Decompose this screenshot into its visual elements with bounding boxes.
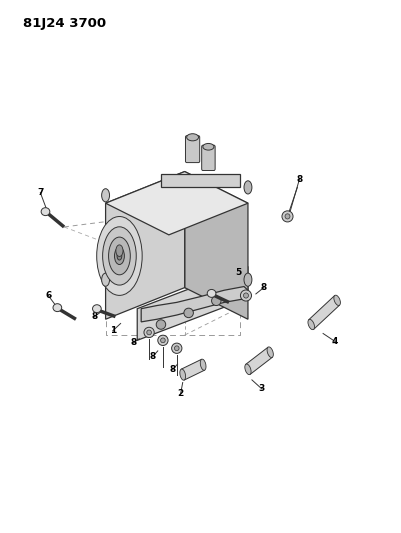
Ellipse shape: [308, 319, 314, 330]
Polygon shape: [246, 347, 272, 374]
Polygon shape: [309, 296, 340, 329]
Text: 6: 6: [45, 291, 51, 300]
Polygon shape: [161, 174, 240, 188]
Text: 8: 8: [150, 352, 156, 361]
Ellipse shape: [116, 245, 123, 256]
Text: 5: 5: [235, 268, 241, 277]
Ellipse shape: [243, 293, 249, 298]
Ellipse shape: [244, 181, 252, 194]
Ellipse shape: [93, 305, 101, 313]
Ellipse shape: [282, 211, 293, 222]
Ellipse shape: [174, 346, 179, 351]
Text: 2: 2: [178, 389, 184, 398]
Ellipse shape: [97, 216, 142, 295]
Ellipse shape: [144, 327, 154, 337]
Text: 4: 4: [332, 337, 338, 346]
FancyBboxPatch shape: [202, 145, 215, 171]
Text: 1: 1: [109, 326, 116, 335]
Ellipse shape: [184, 308, 193, 318]
Ellipse shape: [241, 290, 251, 301]
Polygon shape: [137, 266, 248, 341]
Polygon shape: [181, 359, 205, 380]
Ellipse shape: [200, 359, 206, 370]
Ellipse shape: [147, 330, 152, 335]
Ellipse shape: [161, 338, 165, 343]
Ellipse shape: [186, 134, 198, 141]
Ellipse shape: [180, 369, 186, 380]
Ellipse shape: [212, 296, 221, 305]
Ellipse shape: [115, 247, 124, 264]
Ellipse shape: [172, 343, 182, 353]
Text: 8: 8: [130, 338, 136, 348]
Ellipse shape: [244, 273, 252, 286]
Text: 8: 8: [91, 312, 98, 321]
Ellipse shape: [101, 273, 109, 286]
Ellipse shape: [156, 320, 166, 329]
Polygon shape: [105, 172, 185, 319]
Ellipse shape: [158, 335, 168, 345]
Ellipse shape: [245, 364, 251, 375]
Ellipse shape: [101, 189, 109, 202]
Text: 7: 7: [37, 188, 44, 197]
Text: 3: 3: [259, 384, 265, 393]
Ellipse shape: [334, 295, 340, 305]
Ellipse shape: [267, 347, 273, 358]
Ellipse shape: [53, 304, 62, 312]
Text: 8: 8: [170, 365, 176, 374]
Ellipse shape: [41, 208, 50, 216]
Polygon shape: [185, 172, 248, 319]
Polygon shape: [141, 287, 248, 322]
Polygon shape: [105, 172, 248, 235]
Ellipse shape: [203, 143, 214, 150]
Text: 8: 8: [261, 283, 267, 292]
Ellipse shape: [103, 227, 136, 285]
Ellipse shape: [109, 237, 130, 275]
FancyBboxPatch shape: [186, 136, 200, 163]
Text: 8: 8: [296, 175, 302, 184]
Text: 81J24 3700: 81J24 3700: [22, 17, 106, 29]
Ellipse shape: [117, 252, 122, 260]
Ellipse shape: [285, 214, 290, 219]
Ellipse shape: [207, 289, 216, 297]
